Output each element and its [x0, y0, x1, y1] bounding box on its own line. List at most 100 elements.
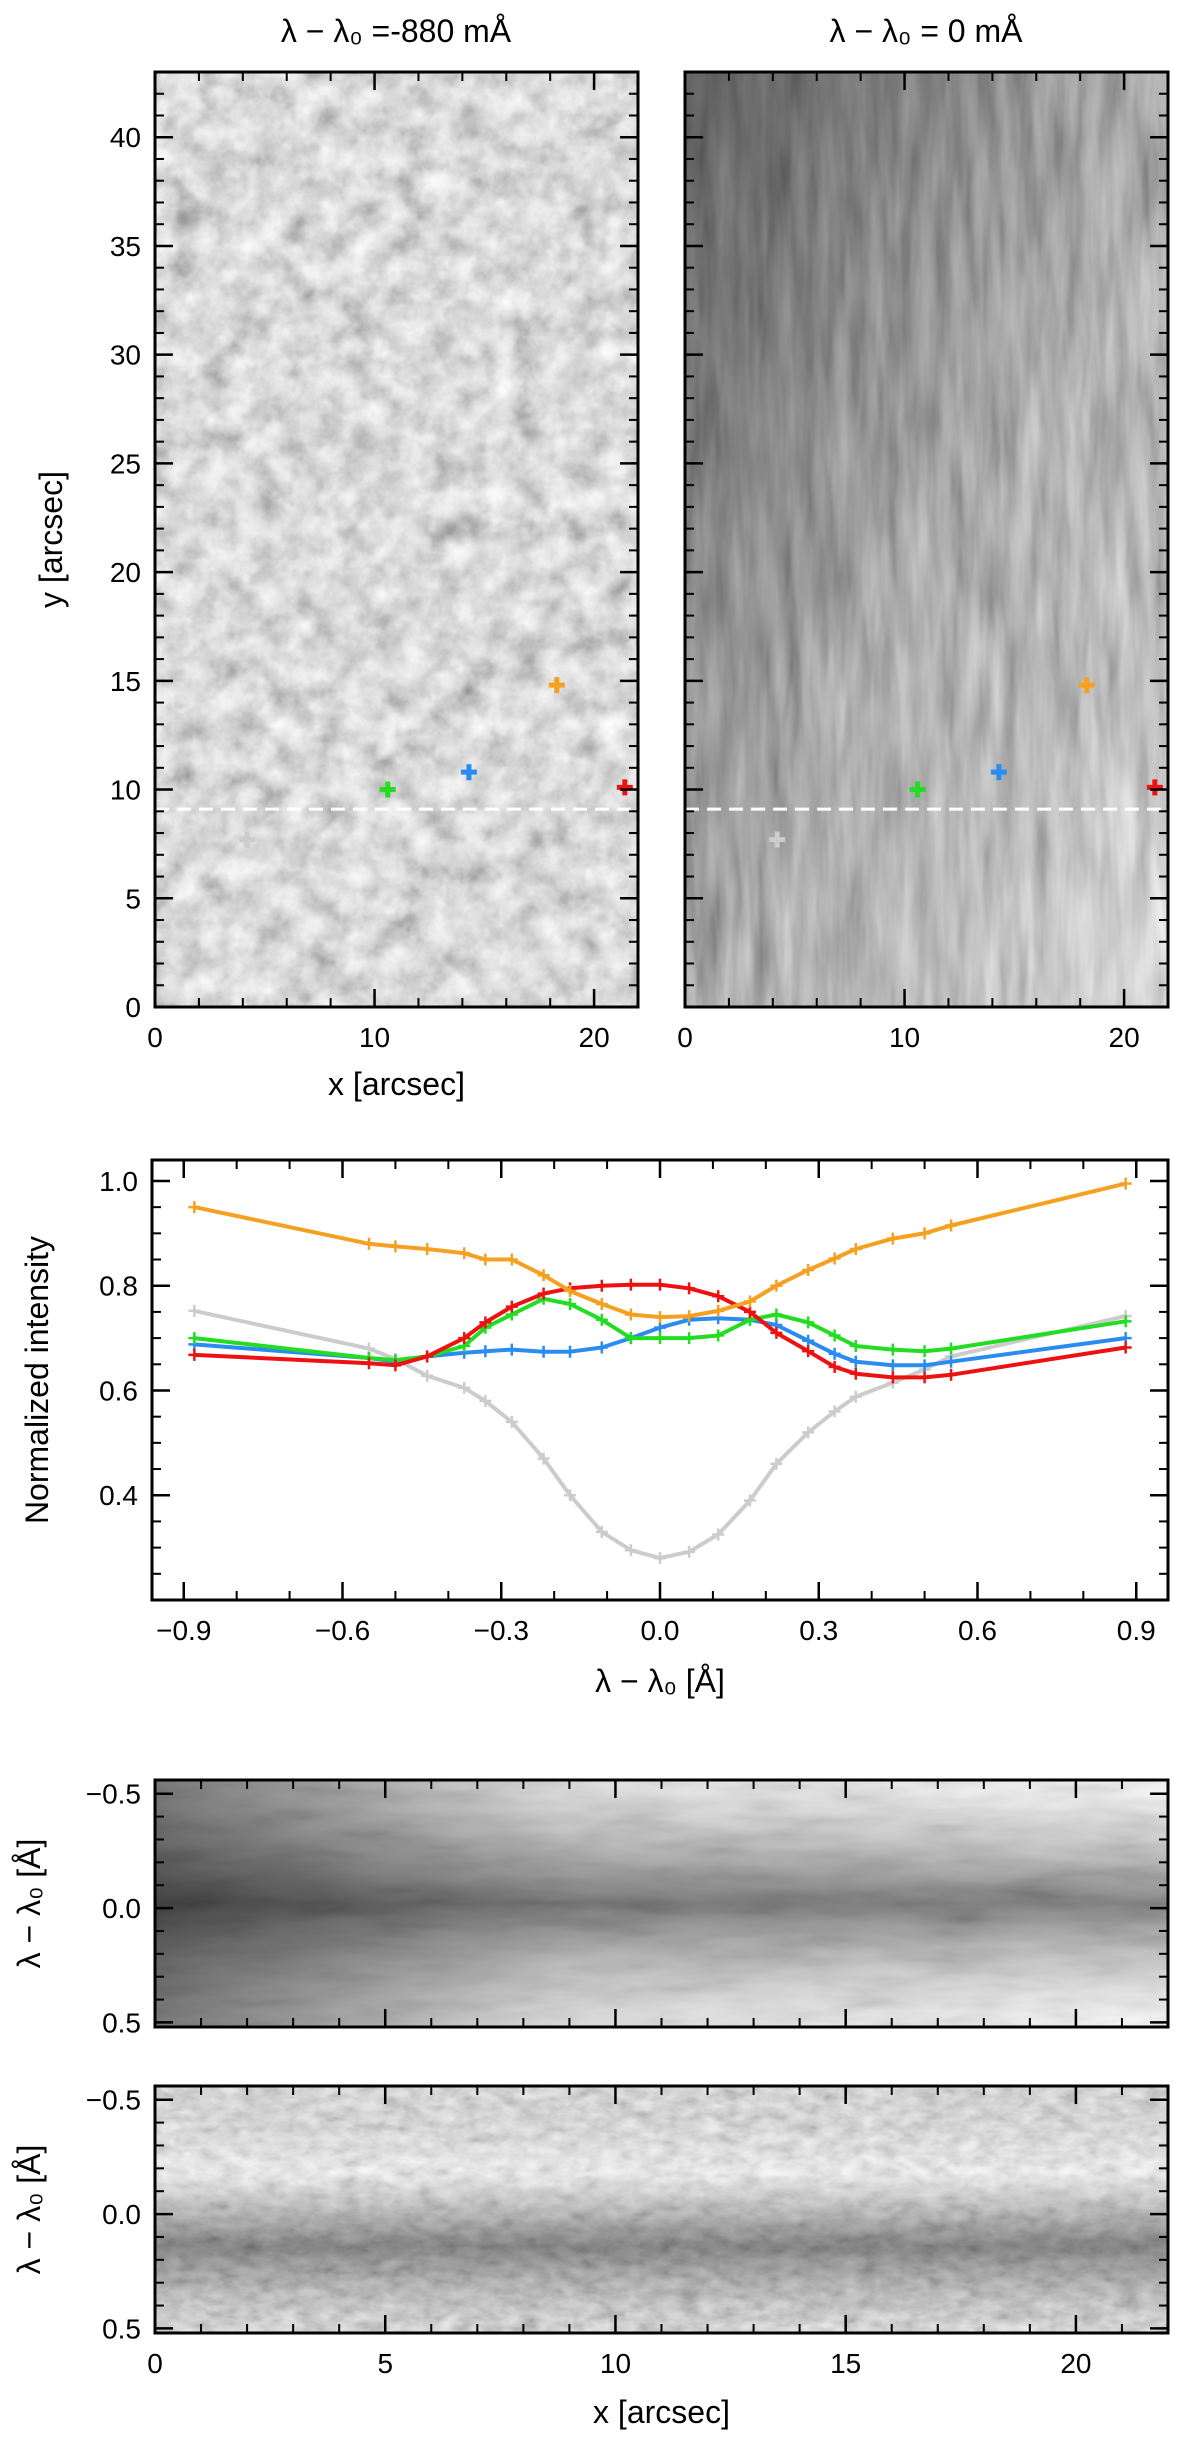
x-tick-label: 0 — [147, 2348, 163, 2379]
data-point — [595, 1313, 608, 1326]
data-point — [770, 1279, 783, 1292]
data-point — [654, 1332, 666, 1345]
data-point — [945, 1368, 958, 1381]
x-tick-label: 20 — [579, 1022, 610, 1053]
y-tick-label: 20 — [110, 557, 141, 588]
data-point — [802, 1334, 815, 1347]
data-point — [886, 1232, 899, 1245]
data-point — [849, 1339, 862, 1352]
data-point — [770, 1326, 783, 1339]
spectral-slice-panel: −0.5 0.0 0.5 λ − λ₀ [Å] — [11, 1778, 1170, 2038]
profile-series — [188, 1278, 1132, 1384]
y-tick-label: 0.5 — [102, 2007, 141, 2038]
y-tick-label: 0.0 — [102, 1893, 141, 1924]
data-point — [537, 1345, 550, 1358]
data-point — [595, 1341, 608, 1354]
data-point — [537, 1269, 550, 1282]
data-point — [479, 1316, 492, 1329]
data-point — [743, 1494, 756, 1507]
profile-plot: −0.9 −0.6 −0.3 0.0 0.3 0.6 0.9 0.4 0.6 0.8 1.0 λ − … — [19, 1158, 1170, 1699]
y-tick-label: 15 — [110, 666, 141, 697]
data-point — [654, 1321, 666, 1334]
x-axis-label: x [arcsec] — [593, 2394, 730, 2430]
data-point — [654, 1552, 666, 1565]
data-point — [624, 1544, 637, 1557]
profile-plot-background — [152, 1160, 1168, 1600]
data-point — [712, 1290, 725, 1303]
x-tick-label: 10 — [600, 2348, 631, 2379]
y-tick-label: 35 — [110, 231, 141, 262]
x-axis-label: x [arcsec] — [328, 1066, 465, 1102]
data-point — [828, 1405, 841, 1418]
marker-cross — [379, 781, 396, 798]
difference-slice-panel: 0 5 10 15 20 −0.5 0.0 0.5 x [arcsec] λ − λ₀ [Å] — [11, 2084, 1170, 2430]
data-point — [743, 1305, 756, 1318]
marker-cross — [990, 764, 1007, 781]
y-tick-label: 40 — [110, 122, 141, 153]
spectral-slice-shade — [155, 1780, 1168, 2027]
data-point — [945, 1219, 958, 1232]
y-tick-label: 1.0 — [99, 1166, 138, 1197]
data-point — [421, 1369, 434, 1382]
panel-title-core: λ − λ₀ = 0 mÅ — [830, 13, 1024, 49]
data-point — [595, 1298, 608, 1311]
data-point — [918, 1345, 931, 1358]
data-point — [802, 1426, 815, 1439]
data-point — [362, 1357, 375, 1370]
data-point — [849, 1355, 862, 1368]
x-tick-label: 15 — [830, 2348, 861, 2379]
data-point — [389, 1240, 402, 1253]
y-tick-label: −0.5 — [86, 2085, 141, 2116]
data-point — [849, 1367, 862, 1380]
image-panel-core: λ − λ₀ = 0 mÅ 0 10 20 — [677, 13, 1170, 1053]
data-point — [683, 1310, 696, 1323]
data-point — [770, 1308, 783, 1321]
data-point — [886, 1343, 899, 1356]
marker-cross — [460, 764, 477, 781]
data-point — [505, 1300, 518, 1313]
y-tick-label: 0.4 — [99, 1480, 138, 1511]
x-tick-label: 20 — [1109, 1022, 1140, 1053]
marker-cross — [1146, 779, 1163, 796]
y-tick-label: 0.0 — [102, 2199, 141, 2230]
data-point — [505, 1253, 518, 1266]
y-tick-label: −0.5 — [86, 1779, 141, 1810]
data-point — [743, 1295, 756, 1308]
x-tick-label: 10 — [889, 1022, 920, 1053]
data-point — [886, 1371, 899, 1384]
data-point — [564, 1284, 577, 1297]
data-point — [918, 1371, 931, 1384]
x-tick-label: 10 — [359, 1022, 390, 1053]
data-point — [1119, 1177, 1132, 1190]
data-point — [624, 1332, 637, 1345]
y-axis-label: λ − λ₀ [Å] — [11, 2145, 47, 2275]
data-point — [188, 1304, 201, 1317]
data-point — [945, 1355, 958, 1368]
data-point — [683, 1332, 696, 1345]
data-point — [828, 1360, 841, 1373]
x-tick-label: −0.9 — [156, 1615, 211, 1646]
data-point — [458, 1332, 471, 1345]
data-point — [389, 1359, 402, 1372]
data-point — [945, 1342, 958, 1355]
y-axis-label: y [arcsec] — [33, 471, 69, 608]
x-tick-label: 0 — [147, 1022, 163, 1053]
data-point — [458, 1247, 471, 1260]
x-tick-label: −0.6 — [315, 1615, 370, 1646]
data-point — [624, 1278, 637, 1291]
data-point — [886, 1359, 899, 1372]
data-point — [712, 1329, 725, 1342]
marker-cross — [239, 831, 256, 848]
x-tick-label: −0.3 — [474, 1615, 529, 1646]
core-image-shading — [685, 72, 1168, 1007]
y-tick-label: 0 — [125, 992, 141, 1023]
x-tick-label: 0.3 — [799, 1615, 838, 1646]
data-point — [918, 1227, 931, 1240]
data-point — [624, 1308, 637, 1321]
data-point — [802, 1316, 815, 1329]
data-point — [595, 1525, 608, 1538]
data-point — [770, 1457, 783, 1470]
y-tick-label: 30 — [110, 340, 141, 371]
data-point — [828, 1329, 841, 1342]
